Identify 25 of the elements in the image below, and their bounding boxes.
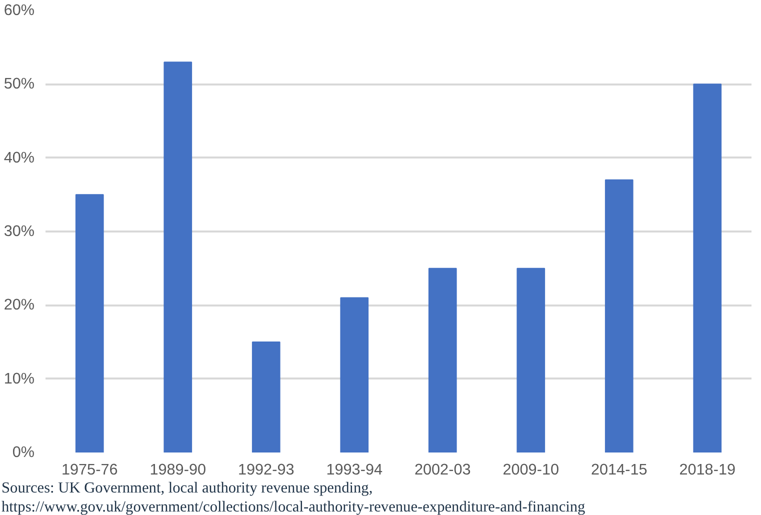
bar <box>75 194 104 452</box>
bar <box>164 62 192 452</box>
x-tick-label: 1975-76 <box>62 462 118 478</box>
source-note: Sources: UK Government, local authority revenue spending, <box>2 480 373 496</box>
y-tick-label: 60% <box>4 2 35 19</box>
y-tick-label: 0% <box>12 444 35 461</box>
x-tick-label: 1993-94 <box>326 462 383 478</box>
y-tick-label: 30% <box>4 223 35 240</box>
x-tick-label: 2018-19 <box>679 462 736 478</box>
bar <box>340 297 369 452</box>
x-tick-label: 1992-93 <box>238 462 294 478</box>
bar <box>428 268 457 452</box>
y-tick-label: 40% <box>4 149 35 166</box>
x-tick-label: 2002-03 <box>414 462 471 478</box>
y-tick-label: 50% <box>4 76 35 93</box>
bar <box>252 342 280 452</box>
text: https://www.gov.uk/government/collections/local-authority-revenue-expenditure-and-financing <box>2 498 586 515</box>
bar <box>604 179 634 452</box>
y-tick-label: 20% <box>4 296 35 314</box>
x-tick-label: 2009-10 <box>502 462 560 478</box>
x-tick-label: 2014-15 <box>591 462 648 478</box>
bar <box>516 268 546 452</box>
x-tick-label: 1989-90 <box>150 462 206 478</box>
bar <box>693 84 722 452</box>
y-tick-label: 10% <box>4 370 35 388</box>
